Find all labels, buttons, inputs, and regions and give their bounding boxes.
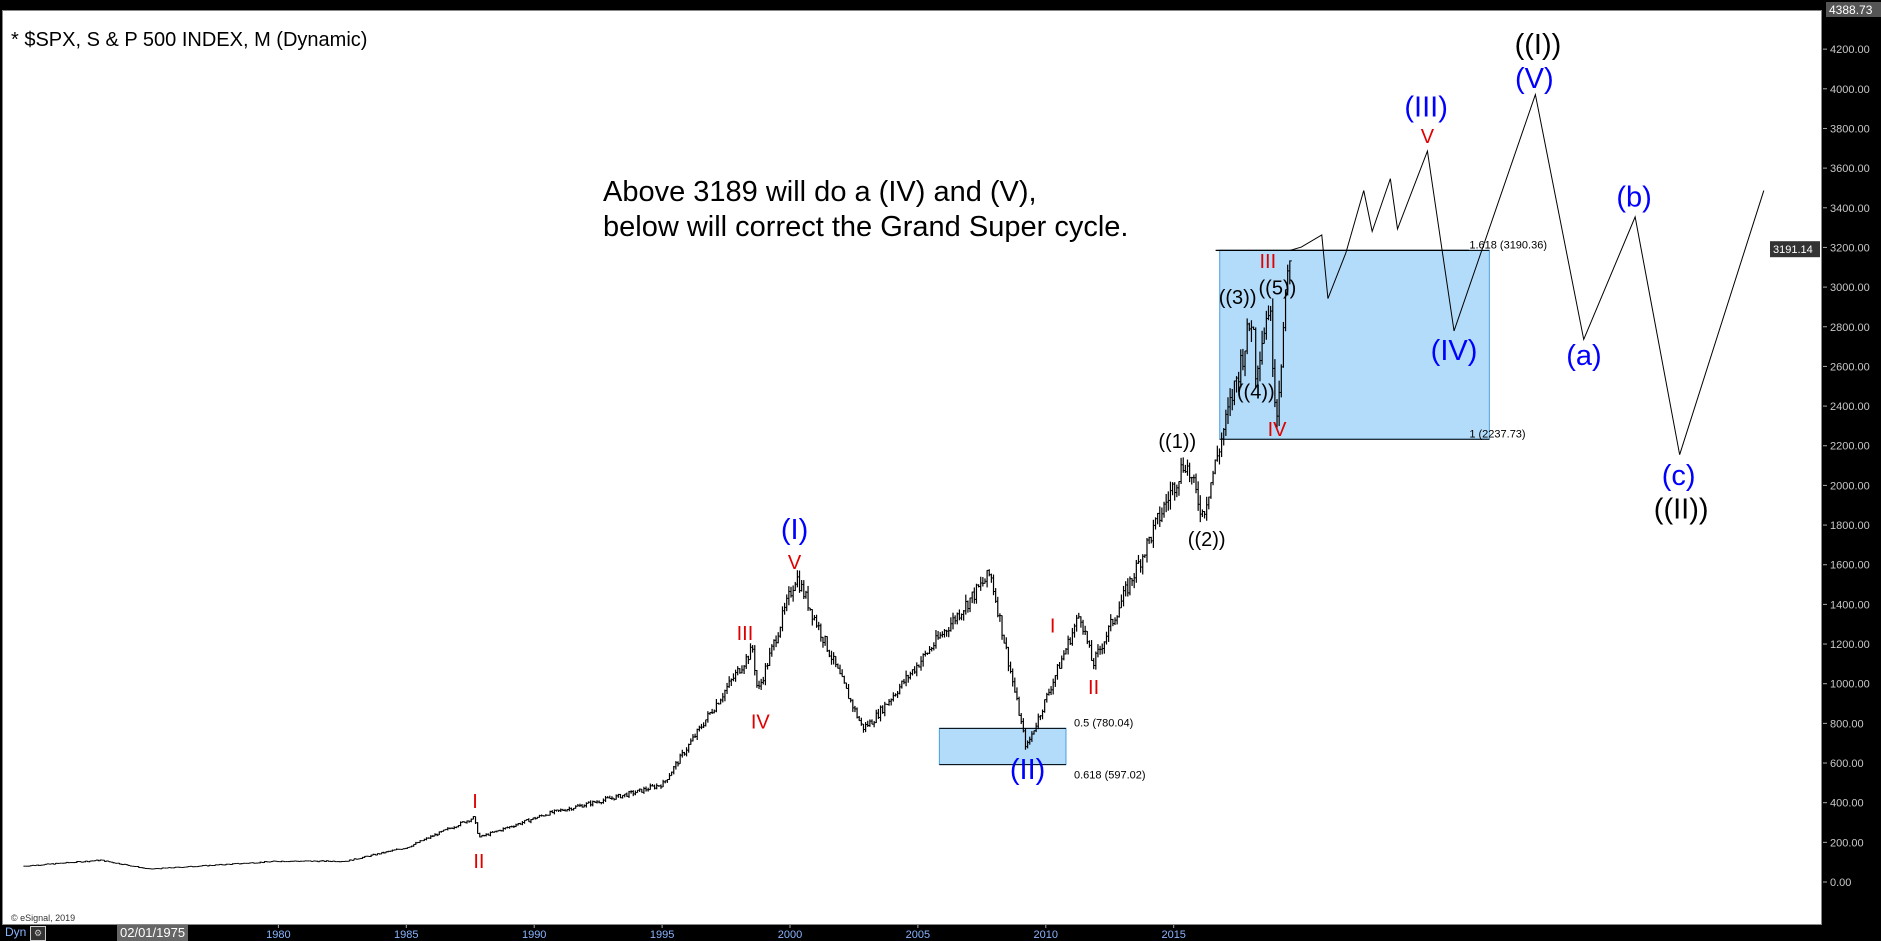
- x-tick-label: 1990: [522, 929, 546, 941]
- y-top-label: 4388.73: [1829, 3, 1873, 17]
- wave-label: IV: [751, 712, 771, 734]
- wave-label: ((I)): [1515, 29, 1562, 61]
- x-tick-label: 2000: [778, 929, 802, 941]
- price-chart: 1.618 (3190.36) 1 (2237.73) 0.5 (780.04) 0.…: [23, 29, 1765, 873]
- annotation-line-1: Above 3189 will do a (IV) and (V),: [603, 176, 1037, 208]
- settings-button[interactable]: ⚙: [30, 926, 46, 941]
- wave-label: ((3)): [1219, 287, 1257, 309]
- fib-label: 0.5 (780.04): [1074, 717, 1133, 729]
- annotation-line-2: below will correct the Grand Super cycle…: [603, 211, 1129, 243]
- y-tick-label: 4200.00: [1830, 44, 1870, 56]
- date-cursor-box: 02/01/1975: [117, 925, 189, 941]
- wave-label: IV: [1268, 419, 1288, 441]
- wave-label: II: [473, 851, 484, 873]
- wave-label: ((II)): [1654, 494, 1709, 526]
- fib-label: 1.618 (3190.36): [1469, 239, 1547, 251]
- y-tick-label: 3000.00: [1830, 282, 1870, 294]
- y-tick-label: 800.00: [1830, 718, 1864, 730]
- wave-label: (c): [1662, 460, 1696, 492]
- wave-label: III: [1259, 251, 1276, 273]
- x-tick-label: 2005: [906, 929, 930, 941]
- wave-label: ((5)): [1259, 277, 1297, 299]
- fib-box: [1219, 249, 1490, 440]
- wave-label: (V): [1515, 63, 1554, 95]
- wave-label: II: [1088, 677, 1099, 699]
- dynamic-label: Dyn: [5, 925, 27, 939]
- wave-label: I: [472, 791, 478, 813]
- x-tick-label: 2010: [1034, 929, 1058, 941]
- y-tick-label: 3400.00: [1830, 203, 1870, 215]
- wave-label: (II): [1010, 754, 1045, 786]
- wave-label: V: [1421, 126, 1435, 148]
- y-tick-label: 1200.00: [1830, 639, 1870, 651]
- y-top-marker: [1826, 2, 1881, 17]
- y-tick-label: 2800.00: [1830, 322, 1870, 334]
- y-tick-label: 3600.00: [1830, 163, 1870, 175]
- wave-label: I: [1050, 616, 1056, 638]
- chart-title: * $SPX, S & P 500 INDEX, M (Dynamic): [11, 29, 368, 51]
- wave-label: ((2)): [1188, 529, 1226, 551]
- wave-label: (I): [781, 514, 808, 546]
- fib-box: [938, 727, 1067, 766]
- wave-label: (b): [1616, 182, 1651, 214]
- chart-plot-area[interactable]: 1.618 (3190.36) 1 (2237.73) 0.5 (780.04) 0.…: [2, 10, 1822, 925]
- y-tick-label: 600.00: [1830, 758, 1864, 770]
- copyright: © eSignal, 2019: [11, 913, 76, 923]
- wave-label: ((4)): [1237, 382, 1275, 404]
- y-tick-label: 1000.00: [1830, 679, 1870, 691]
- wave-label: III: [737, 623, 754, 645]
- x-tick-label: 1995: [650, 929, 674, 941]
- y-tick-label: 400.00: [1830, 798, 1864, 810]
- fib-label: 0.618 (597.02): [1074, 770, 1146, 782]
- y-tick-label: 2200.00: [1830, 441, 1870, 453]
- y-tick-label: 0.00: [1830, 877, 1851, 889]
- wave-label: V: [788, 552, 802, 574]
- wave-label: (IV): [1431, 335, 1478, 367]
- x-tick-label: 1985: [394, 929, 418, 941]
- y-tick-label: 2400.00: [1830, 401, 1870, 413]
- y-tick-label: 2000.00: [1830, 480, 1870, 492]
- y-tick-label: 3800.00: [1830, 123, 1870, 135]
- y-tick-label: 2600.00: [1830, 361, 1870, 373]
- fib-label: 1 (2237.73): [1469, 428, 1525, 440]
- x-tick-label: 1980: [266, 929, 290, 941]
- x-tick-label: 2015: [1161, 929, 1185, 941]
- y-tick-label: 1600.00: [1830, 560, 1870, 572]
- y-tick-label: 3200.00: [1830, 242, 1870, 254]
- wave-label: ((1)): [1158, 431, 1196, 453]
- y-tick-label: 200.00: [1830, 837, 1864, 849]
- y-tick-label: 1400.00: [1830, 599, 1870, 611]
- y-tick-label: 1800.00: [1830, 520, 1870, 532]
- wave-label: (III): [1404, 92, 1448, 124]
- projection-path: [1289, 92, 1765, 455]
- y-tick-label: 4000.00: [1830, 84, 1870, 96]
- wave-label: (a): [1566, 340, 1601, 372]
